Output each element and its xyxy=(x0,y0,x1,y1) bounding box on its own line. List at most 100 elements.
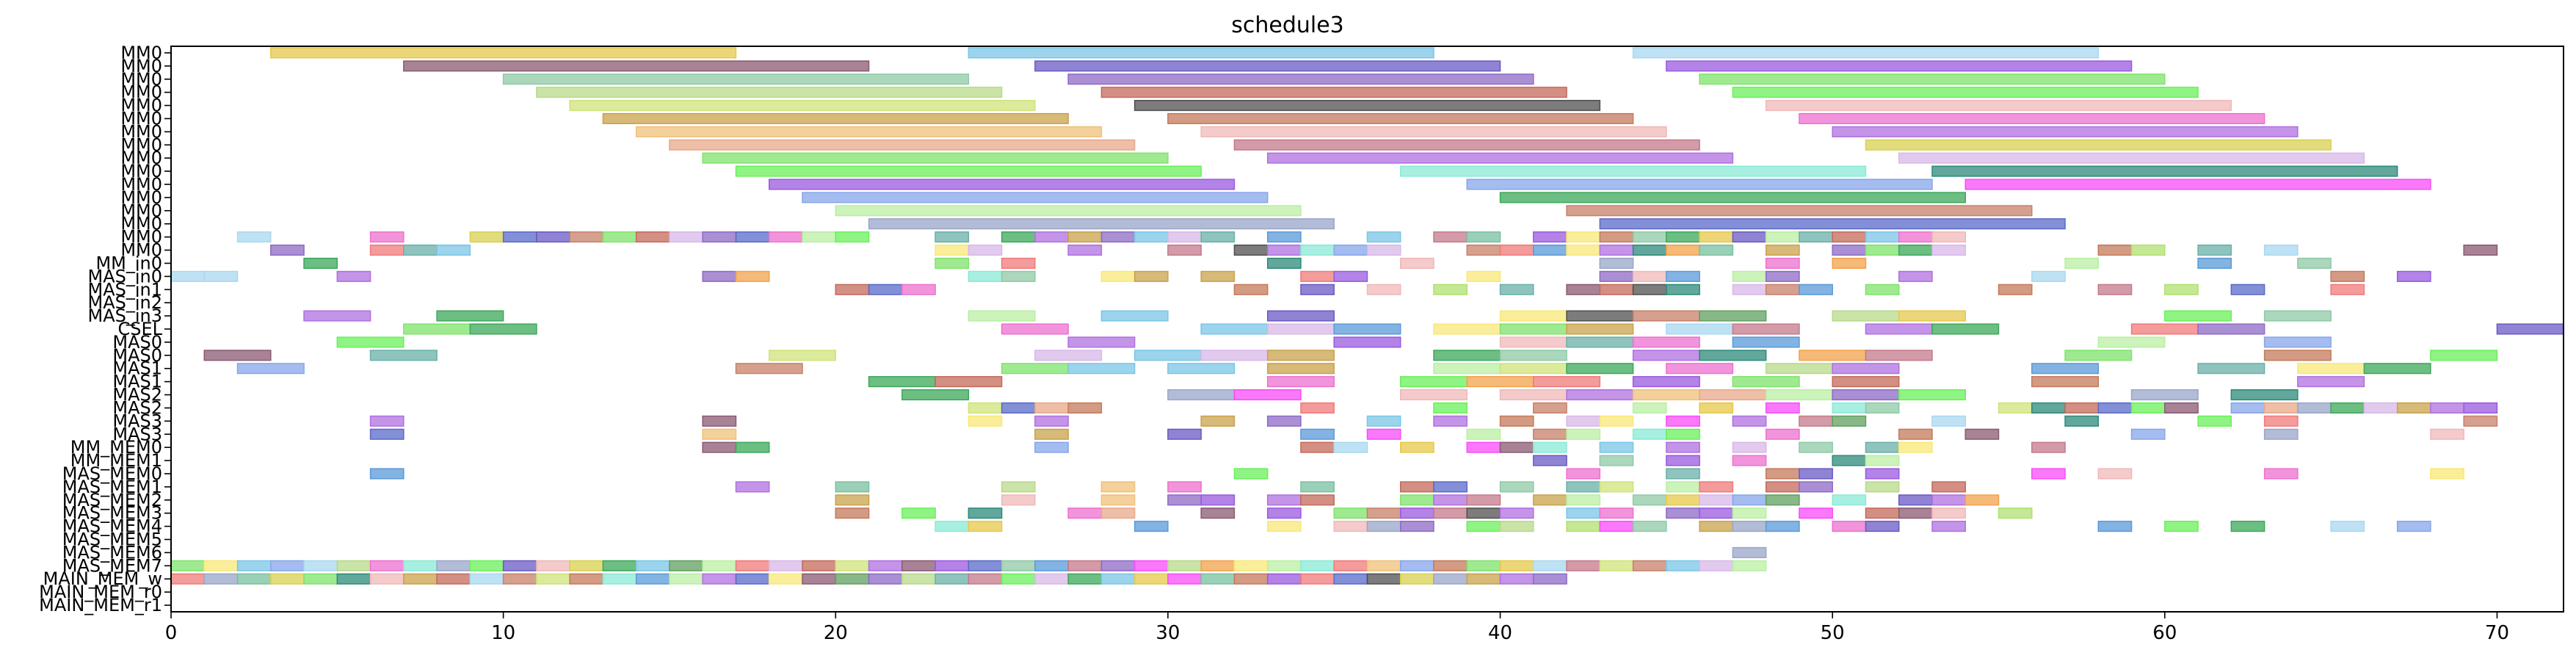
task-bar xyxy=(1533,245,1567,256)
task-bar xyxy=(2064,415,2100,427)
task-bar xyxy=(1200,508,1236,519)
task-bar xyxy=(436,310,504,322)
task-bar xyxy=(1466,560,1501,571)
task-bar xyxy=(270,573,305,585)
task-bar xyxy=(702,560,737,571)
y-tick-label: MAS3 xyxy=(112,411,162,431)
y-tick-label: MM_MEM1 xyxy=(70,450,162,471)
task-bar xyxy=(2031,441,2066,453)
task-bar xyxy=(1666,323,1734,335)
task-bar xyxy=(1832,389,1900,401)
task-bar xyxy=(1699,494,1734,506)
task-bar xyxy=(1167,573,1202,585)
task-bar xyxy=(1200,350,1269,361)
task-bar xyxy=(1100,310,1169,322)
task-bar xyxy=(1898,441,1933,453)
task-bar xyxy=(170,270,206,282)
task-bar xyxy=(1333,573,1368,585)
task-bar xyxy=(1666,231,1700,243)
task-bar xyxy=(1400,494,1434,506)
task-bar xyxy=(1732,441,1767,453)
task-bar xyxy=(935,231,970,243)
task-bar xyxy=(236,231,272,243)
task-bar xyxy=(1931,245,1966,256)
task-bar xyxy=(536,560,570,571)
task-bar xyxy=(1067,508,1103,519)
task-bar xyxy=(1466,494,1501,506)
task-bar xyxy=(901,283,936,295)
task-bar xyxy=(1466,245,1501,256)
chart-title: schedule3 xyxy=(1231,12,1344,38)
task-bar xyxy=(436,573,471,585)
task-bar xyxy=(1533,573,1567,585)
task-bar xyxy=(1865,245,1900,256)
task-bar xyxy=(2130,428,2166,440)
task-bar xyxy=(1067,573,1103,585)
task-bar xyxy=(1666,441,1700,453)
task-bar xyxy=(735,270,770,282)
task-bar xyxy=(602,112,1069,125)
task-bar xyxy=(1632,270,1667,282)
y-tick-label: MM0 xyxy=(120,43,162,63)
task-bar xyxy=(2164,402,2199,414)
task-bar xyxy=(1931,231,1966,243)
task-bar xyxy=(1865,350,1933,361)
task-bar xyxy=(1433,481,1468,493)
task-bar xyxy=(1765,283,1800,295)
task-bar xyxy=(702,415,737,427)
task-bar xyxy=(1632,402,1667,414)
task-bar xyxy=(968,573,1003,585)
task-bar xyxy=(1499,481,1534,493)
task-bar xyxy=(236,560,272,571)
y-tick-label: MAS_MEM3 xyxy=(62,503,162,524)
y-tick-label: MAS3 xyxy=(112,424,162,444)
task-bar xyxy=(1333,441,1368,453)
task-bar xyxy=(1499,441,1534,453)
task-bar xyxy=(2097,521,2133,532)
task-bar xyxy=(1499,521,1534,532)
task-bar xyxy=(1732,336,1800,348)
task-bar xyxy=(1666,494,1700,506)
task-bar xyxy=(1765,389,1833,401)
task-bar xyxy=(1732,87,2199,98)
task-bar xyxy=(835,283,870,295)
task-bar xyxy=(1666,508,1700,519)
task-bar xyxy=(702,231,737,243)
task-bar xyxy=(1566,336,1634,348)
task-bar xyxy=(1067,245,1103,256)
task-bar xyxy=(270,560,305,571)
task-bar xyxy=(1333,245,1368,256)
task-bar xyxy=(735,573,770,585)
task-bar xyxy=(1400,389,1468,401)
task-bar xyxy=(2197,363,2265,375)
task-bar xyxy=(1100,560,1136,571)
task-bar xyxy=(1300,494,1335,506)
task-bar xyxy=(2130,323,2199,335)
task-bar xyxy=(669,560,703,571)
task-bar xyxy=(1100,481,1136,493)
task-bar xyxy=(1200,560,1236,571)
task-bar xyxy=(835,481,870,493)
task-bar xyxy=(1799,508,1833,519)
task-bar xyxy=(1300,270,1335,282)
task-bar xyxy=(369,350,438,361)
task-bar xyxy=(2263,310,2332,322)
task-bar xyxy=(369,415,404,427)
task-bar xyxy=(1832,257,1867,270)
task-bar xyxy=(2430,468,2464,480)
task-bar xyxy=(1366,231,1401,243)
task-bar xyxy=(1699,521,1734,532)
task-bar xyxy=(1433,560,1468,571)
task-bar xyxy=(1566,468,1601,480)
task-bar xyxy=(1499,560,1534,571)
y-tick-label: MAS0 xyxy=(112,345,162,366)
task-bar xyxy=(1699,231,1734,243)
task-bar xyxy=(1266,245,1302,256)
task-bar xyxy=(1266,231,1302,243)
task-bar xyxy=(1732,494,1767,506)
task-bar xyxy=(2230,402,2265,414)
task-bar xyxy=(270,245,305,256)
task-bar xyxy=(403,245,438,256)
task-bar xyxy=(1898,494,1933,506)
